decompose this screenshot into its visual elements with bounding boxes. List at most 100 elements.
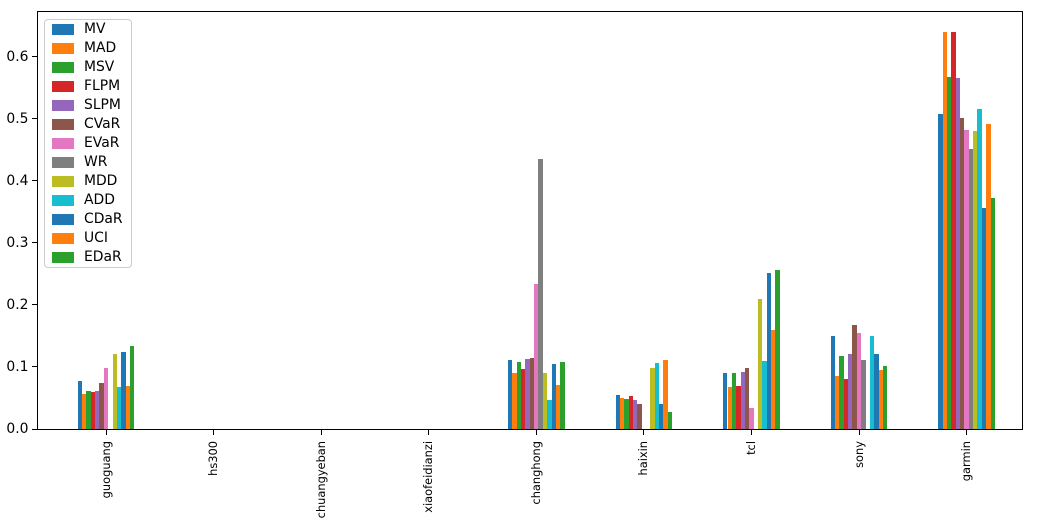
legend-label-CVaR: CVaR [84,115,121,132]
x-tick-label: hs300 [206,440,221,476]
legend-swatch-UCI [52,233,74,244]
bar-SLPM-tcl [740,371,745,429]
legend-label-FLPM: FLPM [84,77,121,94]
legend: MV MAD MSV FLPM SLPM CVaR EVaR WR MDD ADD CDaR UCI E… [44,19,132,268]
legend-swatch-EDaR [52,252,74,263]
y-tick-label: 0.4 [6,172,29,189]
bar-MAD-garmin [942,31,947,429]
bar-MV-tcl [723,372,728,429]
x-tick-label: xiaofeidianzi [421,440,436,513]
bar-ADD-tcl [762,360,767,429]
bar-MV-guoguang [77,380,83,429]
bar-EDaR-sony [882,365,888,429]
bar-ADD-sony [869,335,875,429]
y-tick-label: 0.5 [6,110,29,127]
bar-EDaR-garmin [990,198,995,429]
legend-item-MAD: MAD [52,39,123,58]
legend-swatch-MAD [52,43,74,54]
y-tick [32,56,37,58]
y-tick [32,118,37,120]
bar-SLPM-sony [848,353,853,429]
y-tick [32,304,37,306]
bar-EDaR-guoguang [129,346,135,429]
legend-item-CVaR: CVaR [52,115,123,134]
legend-label-MSV: MSV [84,58,115,75]
bar-UCI-tcl [771,329,776,429]
legend-swatch-MV [52,24,74,35]
bar-EDaR-haixin [667,411,673,429]
bar-FLPM-changhong [521,369,526,429]
bar-CDaR-changhong [551,364,556,429]
legend-item-WR: WR [52,153,123,172]
bar-CVaR-guoguang [99,383,104,429]
y-tick [32,242,37,244]
bar-MDD-guoguang [112,353,117,429]
bar-CDaR-haixin [659,403,664,429]
bar-MSV-haixin [624,399,629,429]
legend-swatch-CDaR [52,214,74,225]
bar-MSV-sony [839,355,844,429]
legend-item-EDaR: EDaR [52,248,123,267]
bar-WR-changhong [538,159,543,429]
bar-ADD-guoguang [116,387,122,429]
legend-label-MAD: MAD [84,39,117,56]
legend-label-MDD: MDD [84,172,118,189]
legend-item-MV: MV [52,20,123,39]
y-tick-label: 0.1 [6,358,29,375]
bar-MSV-tcl [731,373,737,429]
legend-label-UCI: UCI [84,229,108,246]
bar-SLPM-garmin [955,78,961,429]
bar-SLPM-haixin [632,400,638,429]
bar-CVaR-tcl [744,367,750,429]
bar-MV-garmin [938,113,943,429]
legend-label-ADD: ADD [84,191,115,208]
bar-EVaR-garmin [964,129,969,429]
x-tick [320,430,322,435]
bar-SLPM-changhong [525,358,530,429]
y-tick-label: 0.6 [6,48,29,65]
y-tick [32,366,37,368]
legend-item-SLPM: SLPM [52,96,123,115]
bar-ADD-changhong [547,399,552,429]
bar-MV-changhong [507,360,513,429]
bar-FLPM-sony [843,378,849,429]
bar-ADD-haixin [654,362,660,429]
legend-swatch-ADD [52,195,74,206]
legend-item-MSV: MSV [52,58,123,77]
legend-label-WR: WR [84,153,108,170]
y-tick [32,428,37,430]
bar-FLPM-guoguang [90,392,96,429]
legend-item-EVaR: EVaR [52,134,123,153]
bar-MAD-changhong [512,373,517,429]
bar-UCI-garmin [986,124,991,429]
x-tick-label: tcl [743,440,758,455]
bar-MDD-garmin [973,131,978,429]
x-tick-label: guoguang [98,440,113,498]
bar-EVaR-changhong [534,284,539,429]
legend-item-CDaR: CDaR [52,210,123,229]
bar-MSV-guoguang [86,390,91,429]
legend-swatch-MDD [52,176,74,187]
x-tick [213,430,215,435]
legend-swatch-FLPM [52,81,74,92]
y-tick-label: 0.2 [6,296,29,313]
legend-label-CDaR: CDaR [84,210,123,227]
legend-item-UCI: UCI [52,229,123,248]
bar-FLPM-garmin [951,31,956,429]
bar-MV-sony [830,335,836,429]
bar-CDaR-tcl [766,272,772,429]
bar-MDD-haixin [650,368,655,429]
bar-UCI-guoguang [125,386,130,429]
x-tick-label: garmin [959,440,974,481]
x-tick [428,430,430,435]
bar-MDD-changhong [542,372,548,429]
legend-item-MDD: MDD [52,172,123,191]
bar-UCI-changhong [555,384,561,429]
bar-MAD-haixin [619,397,625,429]
bar-EVaR-guoguang [103,368,109,429]
legend-item-ADD: ADD [52,191,123,210]
x-tick [750,430,752,435]
bar-CDaR-garmin [981,208,987,429]
bar-EVaR-sony [856,333,862,429]
